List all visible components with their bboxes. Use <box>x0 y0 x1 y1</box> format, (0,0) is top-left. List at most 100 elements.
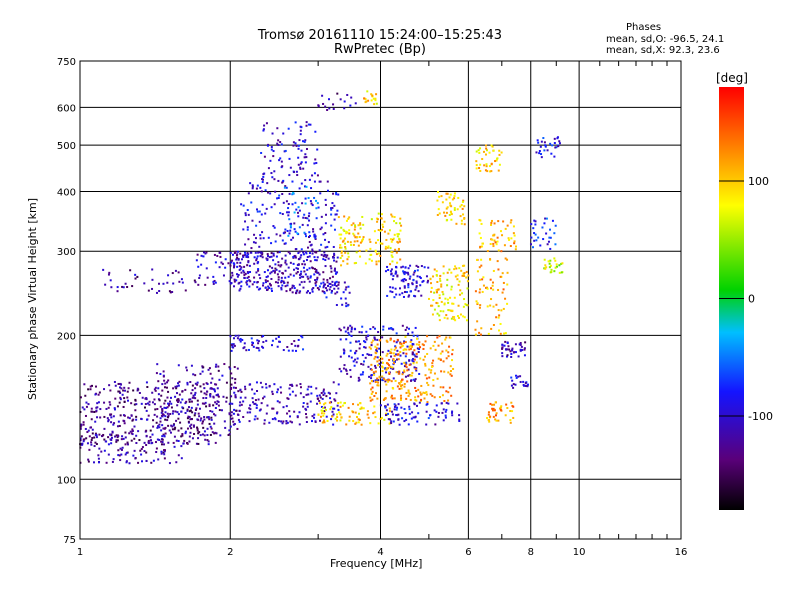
data-point <box>122 286 125 289</box>
data-point <box>171 290 174 293</box>
data-point <box>548 236 551 239</box>
data-point <box>397 233 400 236</box>
data-point <box>185 369 188 372</box>
data-point <box>475 167 478 170</box>
data-point <box>236 367 239 370</box>
data-point <box>480 327 483 330</box>
data-point <box>273 170 276 173</box>
data-point <box>306 268 309 271</box>
data-point <box>385 390 388 393</box>
data-point <box>233 263 236 266</box>
data-point <box>192 394 195 397</box>
data-point <box>330 213 333 216</box>
data-point <box>265 207 268 210</box>
data-point <box>337 408 340 411</box>
data-point <box>286 397 289 400</box>
data-point <box>273 270 276 273</box>
data-point <box>272 269 275 272</box>
data-point <box>264 286 267 289</box>
data-point <box>166 381 169 384</box>
data-point <box>431 313 434 316</box>
data-point <box>261 253 264 256</box>
data-point <box>281 181 284 184</box>
data-point <box>209 393 212 396</box>
data-point <box>517 355 520 358</box>
data-point <box>259 408 262 411</box>
data-point <box>350 334 353 337</box>
data-point <box>186 383 189 386</box>
data-point <box>365 336 368 339</box>
data-point <box>292 256 295 259</box>
data-point <box>487 413 490 416</box>
data-point <box>304 413 307 416</box>
data-point <box>407 368 410 371</box>
data-point <box>511 349 514 352</box>
data-point <box>90 410 93 413</box>
data-point <box>479 278 482 281</box>
data-point <box>397 372 400 375</box>
data-point <box>204 438 207 441</box>
data-point <box>465 276 468 279</box>
data-point <box>339 413 342 416</box>
data-point <box>408 408 411 411</box>
data-point <box>511 347 514 350</box>
data-point <box>396 261 399 264</box>
data-point <box>287 214 290 217</box>
data-point <box>398 222 401 225</box>
data-point <box>549 228 552 231</box>
data-point <box>163 449 166 452</box>
data-point <box>558 264 561 267</box>
data-point <box>488 165 491 168</box>
data-point <box>387 412 390 415</box>
data-point <box>478 151 481 154</box>
data-point <box>431 394 434 397</box>
data-point <box>182 442 185 445</box>
data-point <box>354 351 357 354</box>
data-point <box>382 325 385 328</box>
data-point <box>254 415 257 418</box>
data-point <box>392 377 395 380</box>
data-point <box>492 269 495 272</box>
data-point <box>409 340 412 343</box>
data-point <box>177 384 180 387</box>
data-point <box>151 401 154 404</box>
data-point <box>323 406 326 409</box>
data-point <box>85 401 88 404</box>
data-point <box>334 272 337 275</box>
data-point <box>522 380 525 383</box>
data-point <box>415 286 418 289</box>
data-point <box>527 383 530 386</box>
data-point <box>494 414 497 417</box>
data-point <box>550 152 553 155</box>
data-point <box>481 290 484 293</box>
data-point <box>202 397 205 400</box>
data-point <box>447 402 450 405</box>
data-point <box>169 396 172 399</box>
data-point <box>500 151 503 154</box>
data-point <box>279 234 282 237</box>
data-point <box>339 355 342 358</box>
data-point <box>271 344 274 347</box>
data-point <box>387 349 390 352</box>
data-point <box>322 403 325 406</box>
data-point <box>433 308 436 311</box>
data-point <box>403 370 406 373</box>
data-point <box>334 399 337 402</box>
data-point <box>422 347 425 350</box>
data-point <box>463 275 466 278</box>
data-point <box>110 442 113 445</box>
data-point <box>299 167 302 170</box>
data-point <box>298 423 301 426</box>
data-point <box>386 265 389 268</box>
data-point <box>449 365 452 368</box>
data-point <box>94 433 97 436</box>
data-point <box>462 305 465 308</box>
data-point <box>287 251 290 254</box>
data-point <box>209 395 212 398</box>
data-point <box>450 411 453 414</box>
data-point <box>156 426 159 429</box>
data-point <box>281 239 284 242</box>
data-point <box>373 336 376 339</box>
data-point <box>455 267 458 270</box>
data-point <box>391 251 394 254</box>
